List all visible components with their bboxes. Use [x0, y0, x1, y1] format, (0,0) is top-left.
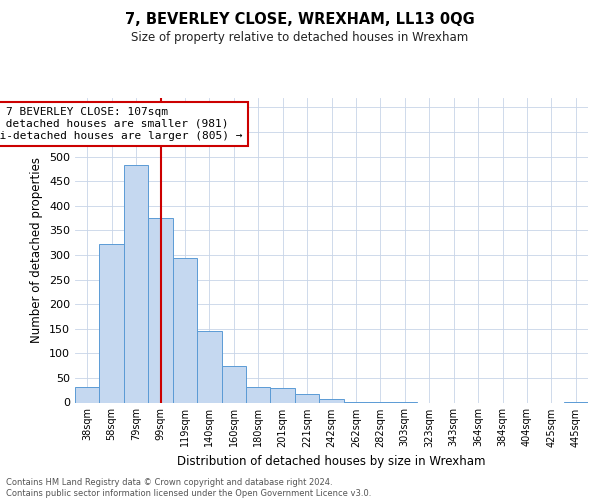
- Text: Contains HM Land Registry data © Crown copyright and database right 2024.
Contai: Contains HM Land Registry data © Crown c…: [6, 478, 371, 498]
- Text: 7 BEVERLEY CLOSE: 107sqm
← 55% of detached houses are smaller (981)
45% of semi-: 7 BEVERLEY CLOSE: 107sqm ← 55% of detach…: [0, 108, 242, 140]
- Bar: [221, 366, 246, 403]
- Bar: [173, 258, 197, 402]
- Text: Size of property relative to detached houses in Wrexham: Size of property relative to detached ho…: [131, 31, 469, 44]
- Bar: [197, 331, 221, 402]
- Bar: [75, 387, 100, 402]
- Bar: [319, 398, 344, 402]
- Bar: [295, 394, 319, 402]
- Y-axis label: Number of detached properties: Number of detached properties: [31, 157, 43, 343]
- Text: 7, BEVERLEY CLOSE, WREXHAM, LL13 0QG: 7, BEVERLEY CLOSE, WREXHAM, LL13 0QG: [125, 12, 475, 28]
- Bar: [148, 218, 173, 402]
- Bar: [246, 387, 271, 402]
- Bar: [100, 244, 124, 402]
- Bar: [124, 165, 148, 402]
- Bar: [271, 388, 295, 402]
- X-axis label: Distribution of detached houses by size in Wrexham: Distribution of detached houses by size …: [177, 455, 486, 468]
